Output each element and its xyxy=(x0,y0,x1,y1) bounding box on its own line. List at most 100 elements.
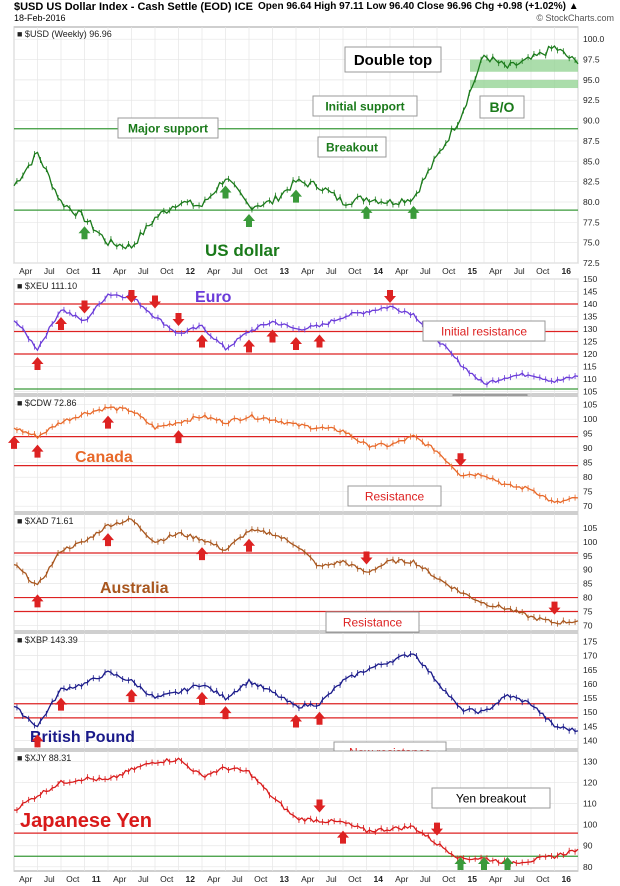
y-tick-label: 97.5 xyxy=(583,55,600,65)
x-tick-label: Oct xyxy=(160,266,174,276)
y-tick-label: 80 xyxy=(583,472,593,482)
y-tick-label: 95 xyxy=(583,551,593,561)
support-zone xyxy=(470,79,578,89)
x-tick-label: 15 xyxy=(468,266,478,276)
y-tick-label: 100 xyxy=(583,537,597,547)
y-tick-label: 70 xyxy=(583,620,593,630)
up-arrow-icon xyxy=(125,689,138,703)
y-tick-label: 165 xyxy=(583,665,597,675)
x-tick-label: Apr xyxy=(19,874,32,884)
panel-title: Australia xyxy=(100,580,169,597)
y-tick-label: 110 xyxy=(583,374,597,384)
x-tick-label: Apr xyxy=(395,266,408,276)
x-tick-label: Oct xyxy=(348,874,362,884)
x-tick-label: Jul xyxy=(326,266,337,276)
y-tick-label: 85 xyxy=(583,579,593,589)
price-series xyxy=(13,406,579,504)
up-arrow-icon xyxy=(102,533,114,547)
annotation-box xyxy=(312,95,418,117)
x-tick-label: Jul xyxy=(232,874,243,884)
panel-xeu: 105 110 115 120 125 130 135 140 145 150 ■ $XEU 111… xyxy=(13,274,597,416)
y-tick-label: 75 xyxy=(583,607,593,617)
x-tick-label: Apr xyxy=(489,874,502,884)
y-tick-label: 145 xyxy=(583,721,597,731)
annotation-label: Resistance xyxy=(343,615,403,629)
up-arrow-icon xyxy=(243,214,255,228)
chart-date: 18-Feb-2016 xyxy=(14,13,66,23)
annotation-box xyxy=(479,95,525,119)
price-series xyxy=(13,293,579,386)
y-tick-label: 125 xyxy=(583,337,597,347)
x-tick-label: Oct xyxy=(254,266,268,276)
x-tick-label: Oct xyxy=(254,874,268,884)
up-arrow-icon xyxy=(55,697,67,711)
series-legend: ■ $XEU 111.10 xyxy=(17,281,77,291)
x-tick-label: Jul xyxy=(420,266,431,276)
up-arrow-icon xyxy=(313,334,326,348)
up-arrow-icon xyxy=(219,185,232,199)
symbol-line: $USD US Dollar Index - Cash Settle (EOD)… xyxy=(14,1,253,13)
x-tick-label: Oct xyxy=(160,874,174,884)
up-arrow-icon xyxy=(196,547,208,561)
x-tick-label: Jul xyxy=(232,266,243,276)
x-tick-label: Jul xyxy=(326,874,337,884)
y-tick-label: 100.0 xyxy=(583,34,605,44)
y-tick-label: 70 xyxy=(583,501,593,511)
x-tick-label: Jul xyxy=(514,266,525,276)
panel-title: Japanese Yen xyxy=(20,810,152,832)
annotation-box xyxy=(325,611,420,633)
x-tick-label: Oct xyxy=(66,874,80,884)
y-tick-label: 140 xyxy=(583,736,597,746)
up-arrow-icon xyxy=(78,226,91,240)
series-legend: ■ $XJY 88.31 xyxy=(17,753,71,763)
annotation-label: Initial resistance xyxy=(441,324,527,338)
panel-title: Canada xyxy=(75,449,133,466)
x-tick-label: 14 xyxy=(374,266,384,276)
x-tick-label: Jul xyxy=(420,874,431,884)
price-series xyxy=(13,45,579,250)
x-tick-label: Apr xyxy=(207,874,220,884)
x-tick-label: 13 xyxy=(280,266,290,276)
y-tick-label: 95 xyxy=(583,429,593,439)
x-tick-label: 12 xyxy=(186,266,196,276)
y-tick-label: 170 xyxy=(583,651,597,661)
up-arrow-icon xyxy=(31,594,44,608)
down-arrow-icon xyxy=(454,453,467,467)
panel-xjy: 80 90 100 110 120 130 ■ $XJY 88.31 Japanese Yen… xyxy=(13,750,597,872)
x-tick-label: Apr xyxy=(19,266,32,276)
annotation-box xyxy=(344,46,442,73)
x-tick-label: Oct xyxy=(348,266,362,276)
down-arrow-icon xyxy=(313,799,326,813)
up-arrow-icon xyxy=(501,857,514,870)
panel-usd: 72.5 75.0 77.5 80.0 82.5 85.0 87.5 90.0 92.5 95.0… xyxy=(13,26,605,268)
down-arrow-icon xyxy=(172,313,185,326)
up-arrow-icon xyxy=(243,538,255,552)
x-tick-label: Apr xyxy=(113,266,126,276)
x-tick-label: Oct xyxy=(442,266,456,276)
up-arrow-icon xyxy=(407,205,420,219)
y-tick-label: 82.5 xyxy=(583,177,600,187)
x-tick-label: Apr xyxy=(207,266,220,276)
up-arrow-icon xyxy=(31,734,44,748)
x-tick-label: 11 xyxy=(92,874,101,884)
panel-title: Euro xyxy=(195,289,232,306)
panel-cdw: 70 75 80 85 90 95 100 105 ■ $CDW 72.86 Canada Resi… xyxy=(8,395,597,513)
annotation-label: B/O xyxy=(490,99,515,115)
x-tick-label: Jul xyxy=(514,874,525,884)
x-tick-label: Apr xyxy=(113,874,126,884)
up-arrow-icon xyxy=(196,691,208,705)
y-tick-label: 135 xyxy=(583,312,597,322)
annotation-box xyxy=(347,485,442,507)
up-arrow-icon xyxy=(8,435,20,449)
annotation-box xyxy=(431,787,551,809)
y-tick-label: 140 xyxy=(583,299,597,309)
up-arrow-icon xyxy=(55,317,67,330)
x-tick-label: Apr xyxy=(301,874,314,884)
down-arrow-icon xyxy=(384,290,396,303)
y-tick-label: 145 xyxy=(583,287,597,297)
x-tick-label: 12 xyxy=(186,874,196,884)
y-tick-label: 105 xyxy=(583,523,597,533)
series-legend: ■ $USD (Weekly) 96.96 xyxy=(17,29,112,39)
annotation-label: Double top xyxy=(354,52,432,69)
up-arrow-icon xyxy=(243,339,255,353)
